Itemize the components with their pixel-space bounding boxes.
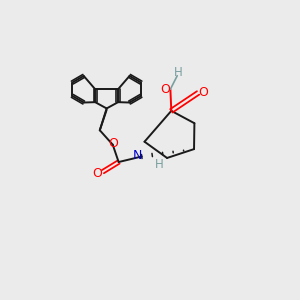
Text: O: O xyxy=(160,83,170,96)
Text: H: H xyxy=(174,66,182,79)
Text: O: O xyxy=(108,137,118,150)
Text: O: O xyxy=(92,167,102,180)
Text: H: H xyxy=(155,158,164,171)
Text: N: N xyxy=(133,149,142,162)
Text: O: O xyxy=(198,86,208,99)
